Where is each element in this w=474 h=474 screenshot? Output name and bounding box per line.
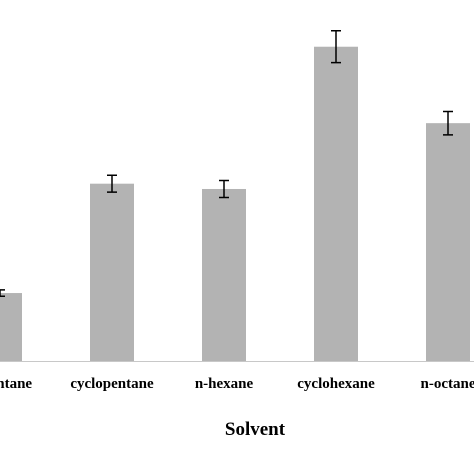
error-bars-group bbox=[0, 30, 453, 297]
bars-group bbox=[0, 46, 470, 361]
x-tick-label: cyclopentane bbox=[70, 376, 154, 392]
x-tick-label: n-pentane bbox=[0, 376, 32, 392]
error-bar-n-hexane bbox=[219, 179, 229, 199]
error-bar-cyclopentane bbox=[107, 174, 117, 193]
error-bar-n-pentane bbox=[0, 289, 5, 297]
error-bar-cyclohexane bbox=[331, 30, 341, 64]
x-tick-labels: n-pentane cyclopentane n-hexane cyclohexane… bbox=[0, 376, 474, 392]
x-axis-title: Solvent bbox=[225, 419, 286, 440]
bar-n-octane bbox=[426, 123, 470, 361]
bar-n-hexane bbox=[202, 188, 246, 361]
bar-cyclohexane bbox=[314, 46, 358, 361]
bar-n-pentane bbox=[0, 293, 22, 361]
x-tick-label: cyclohexane bbox=[297, 376, 375, 392]
bar-cyclopentane bbox=[90, 183, 134, 361]
error-bar-n-octane bbox=[443, 110, 453, 136]
x-tick-label: n-octane bbox=[421, 376, 474, 392]
x-tick-label: n-hexane bbox=[195, 376, 254, 392]
